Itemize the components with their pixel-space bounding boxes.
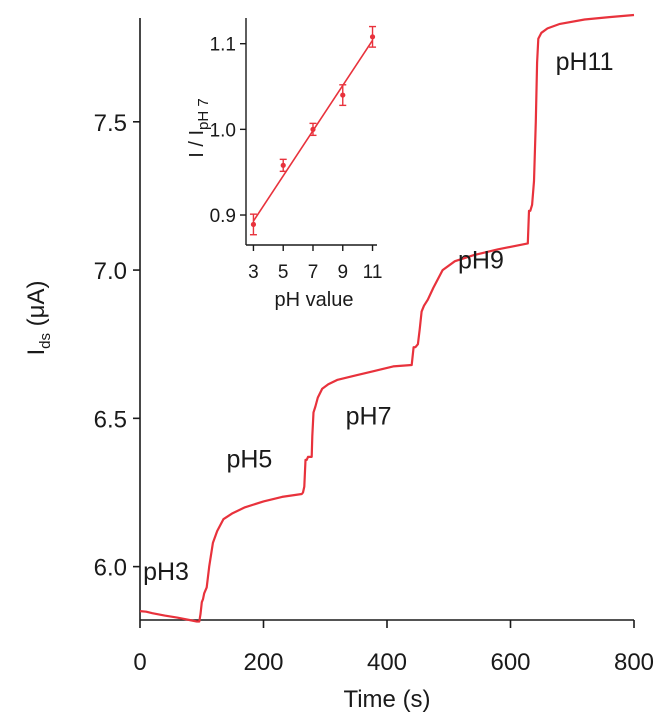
inset-y-axis-label-sub: pH 7 xyxy=(195,98,212,130)
inset-y-axis-label-main: I / I xyxy=(186,130,208,158)
inset-plot: 0.9 1.0 1.1 3 5 7 9 11 pH value I / IpH 7 xyxy=(186,18,382,311)
main-plot: 6.0 6.5 7.0 7.5 0 200 400 600 800 pH3 pH5 pH7 pH9 p… xyxy=(23,15,654,713)
inset-x-tick-label: 5 xyxy=(278,262,289,283)
y-tick-label: 7.5 xyxy=(94,110,127,137)
x-tick-label: 600 xyxy=(490,649,530,676)
y-ticks: 6.0 6.5 7.0 7.5 xyxy=(94,110,140,582)
x-tick-label: 200 xyxy=(243,649,283,676)
inset-x-tick-label: 9 xyxy=(337,262,348,283)
x-tick-label: 800 xyxy=(614,649,654,676)
inset-point xyxy=(251,222,256,227)
annotation-label: pH3 xyxy=(143,558,189,586)
inset-x-tick-label: 11 xyxy=(363,262,383,283)
inset-point xyxy=(310,127,315,132)
inset-x-tick-label: 3 xyxy=(248,262,259,283)
x-tick-label: 0 xyxy=(133,649,146,676)
inset-y-tick-label: 1.1 xyxy=(210,35,236,56)
inset-points xyxy=(250,27,376,235)
inset-x-ticks: 3 5 7 9 11 xyxy=(248,245,382,283)
annotation-label: pH11 xyxy=(556,48,614,76)
y-tick-label: 6.5 xyxy=(94,406,127,433)
inset-x-tick-label: 7 xyxy=(308,262,319,283)
annotation-label: pH5 xyxy=(226,445,272,473)
inset-point xyxy=(340,92,345,97)
y-axis-label-sub: ds xyxy=(37,333,54,349)
inset-point xyxy=(370,34,375,39)
annotation-label: pH9 xyxy=(458,247,504,275)
y-axis-label: Ids (μA) xyxy=(23,280,54,355)
inset-y-axis-label: I / IpH 7 xyxy=(186,98,212,157)
y-axis-label-main: I xyxy=(23,349,50,356)
y-axis-label-unit: (μA) xyxy=(23,280,50,333)
inset-y-ticks: 0.9 1.0 1.1 xyxy=(210,35,246,227)
x-ticks: 0 200 400 600 800 xyxy=(133,620,654,676)
series-line xyxy=(140,15,634,622)
y-tick-label: 7.0 xyxy=(94,258,127,285)
inset-point xyxy=(281,163,286,168)
x-tick-label: 400 xyxy=(367,649,407,676)
inset-y-tick-label: 1.0 xyxy=(210,120,236,141)
x-axis-label: Time (s) xyxy=(343,686,430,713)
y-tick-label: 6.0 xyxy=(94,555,127,582)
annotation-label: pH7 xyxy=(346,402,392,430)
inset-y-tick-label: 0.9 xyxy=(210,206,236,227)
inset-x-axis-label: pH value xyxy=(275,289,354,311)
